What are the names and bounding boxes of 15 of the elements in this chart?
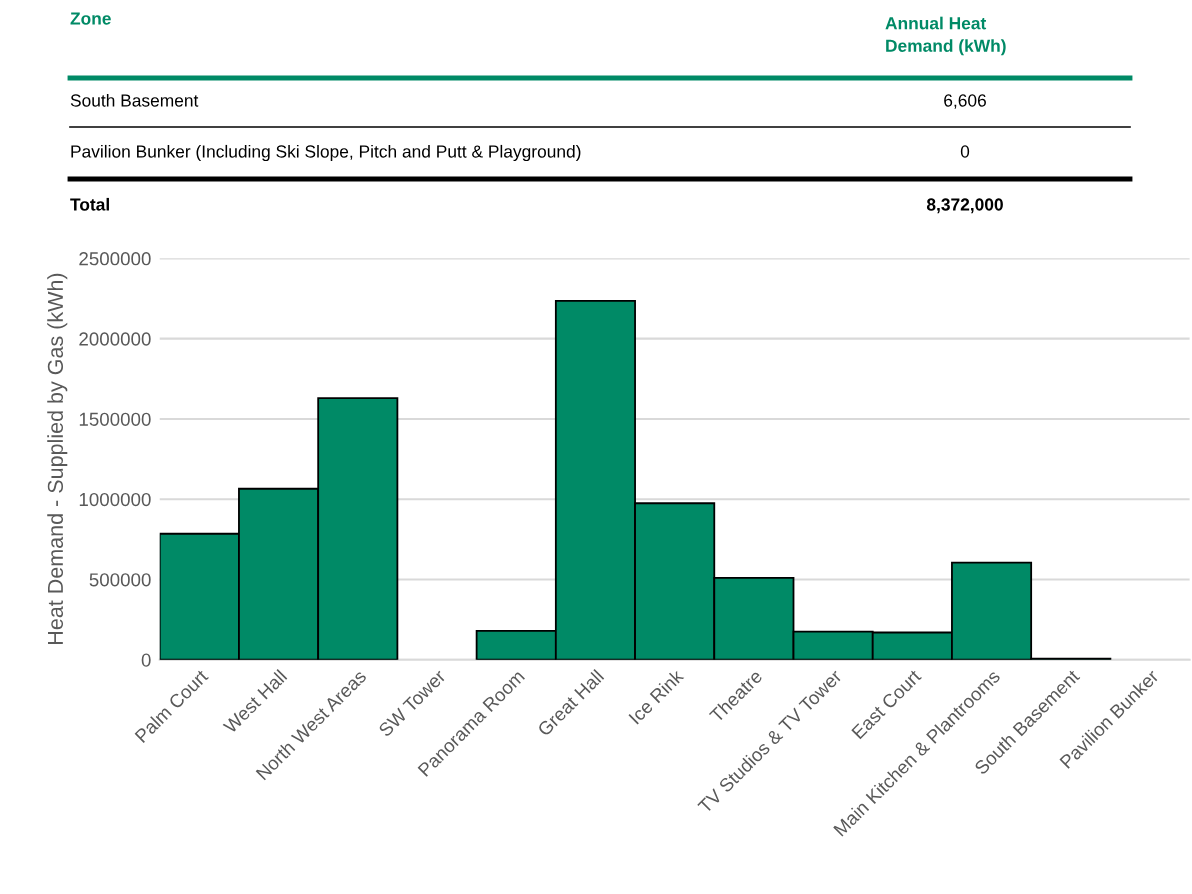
- text: Total: [70, 197, 109, 211]
- y-axis-title: Heat Demand - Supplied by Gas (kWh): [47, 273, 68, 644]
- y-tick-label: 1500000: [79, 412, 151, 426]
- y-tick-label: 0: [141, 653, 151, 667]
- text: 6,606: [944, 94, 986, 109]
- text: Pavilion Bunker (Including Ski Slope, Pitch and Putt & Playground): [71, 144, 581, 162]
- y-tick-label: 2500000: [79, 252, 151, 266]
- y-tick-label: 500000: [89, 573, 151, 587]
- text: Annual Heat Demand (kWh): [885, 16, 1006, 56]
- text: Zone: [70, 12, 111, 25]
- y-tick-label: 1000000: [79, 492, 151, 507]
- text: 0: [960, 145, 970, 158]
- text: 8,372,000: [926, 198, 1003, 214]
- text: South Basement: [70, 93, 199, 107]
- y-tick-label: 2000000: [79, 332, 151, 346]
